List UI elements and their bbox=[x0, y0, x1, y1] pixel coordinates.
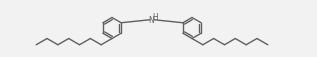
Text: N: N bbox=[148, 16, 154, 25]
Text: H: H bbox=[152, 13, 158, 21]
